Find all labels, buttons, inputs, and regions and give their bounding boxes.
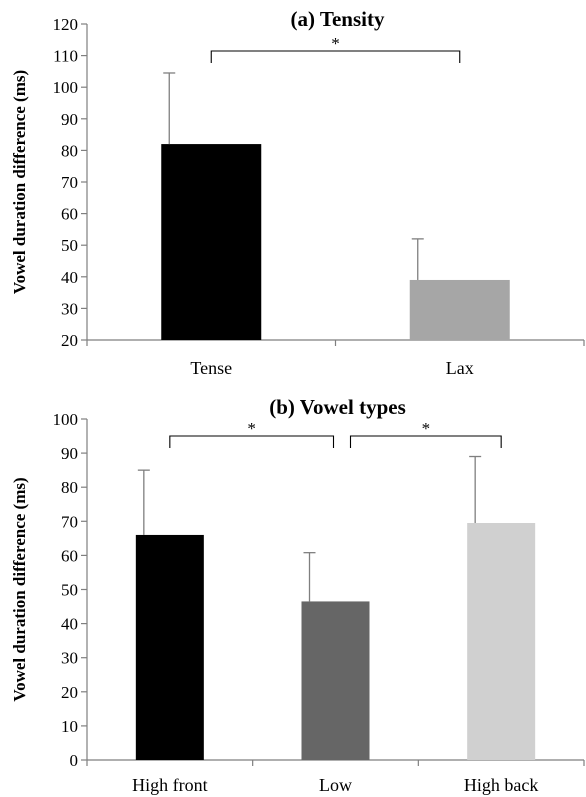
bar-high-back [467, 523, 536, 760]
bar-high-front [135, 534, 204, 760]
x-category-label: Tense [190, 358, 232, 378]
y-tick-label: 0 [70, 751, 79, 770]
x-category-label: High front [132, 775, 208, 795]
significance-bracket [210, 50, 461, 63]
significance-star: * [247, 419, 256, 438]
y-tick-label: 60 [61, 546, 78, 565]
chart-title: (b) Vowel types [269, 395, 406, 419]
y-tick-label: 100 [53, 410, 79, 429]
bar-lax [409, 279, 510, 340]
x-category-label: High back [464, 775, 538, 795]
y-tick-label: 30 [61, 299, 78, 318]
y-tick-label: 80 [61, 478, 78, 497]
y-tick-label: 90 [61, 444, 78, 463]
x-category-label: Lax [446, 358, 474, 378]
x-category-label: Low [319, 775, 352, 795]
significance-bracket [349, 435, 502, 448]
panel-vowel-types: (b) Vowel types Vowel duration difference… [10, 395, 585, 795]
significance-bracket [169, 435, 335, 448]
significance-star: * [331, 34, 340, 53]
y-axis-label: Vowel duration difference (ms) [10, 70, 29, 294]
bar-low [301, 601, 370, 760]
y-tick-label: 90 [61, 110, 78, 129]
y-tick-label: 40 [61, 268, 78, 287]
y-tick-label: 10 [61, 717, 78, 736]
y-tick-label: 70 [61, 173, 78, 192]
bar-tense [161, 144, 262, 340]
y-tick-label: 40 [61, 615, 78, 634]
y-tick-label: 50 [61, 581, 78, 600]
y-tick-label: 30 [61, 649, 78, 668]
y-tick-label: 20 [61, 331, 78, 350]
y-tick-label: 60 [61, 205, 78, 224]
y-tick-label: 80 [61, 141, 78, 160]
y-tick-label: 100 [53, 78, 79, 97]
chart-title: (a) Tensity [291, 7, 385, 31]
y-tick-label: 50 [61, 236, 78, 255]
y-axis-label: Vowel duration difference (ms) [10, 477, 29, 701]
panel-tensity: (a) Tensity Vowel duration difference (ms… [10, 7, 585, 378]
y-tick-label: 120 [53, 15, 79, 34]
y-tick-label: 70 [61, 512, 78, 531]
y-tick-label: 20 [61, 683, 78, 702]
y-tick-label: 110 [53, 47, 78, 66]
significance-star: * [422, 419, 431, 438]
